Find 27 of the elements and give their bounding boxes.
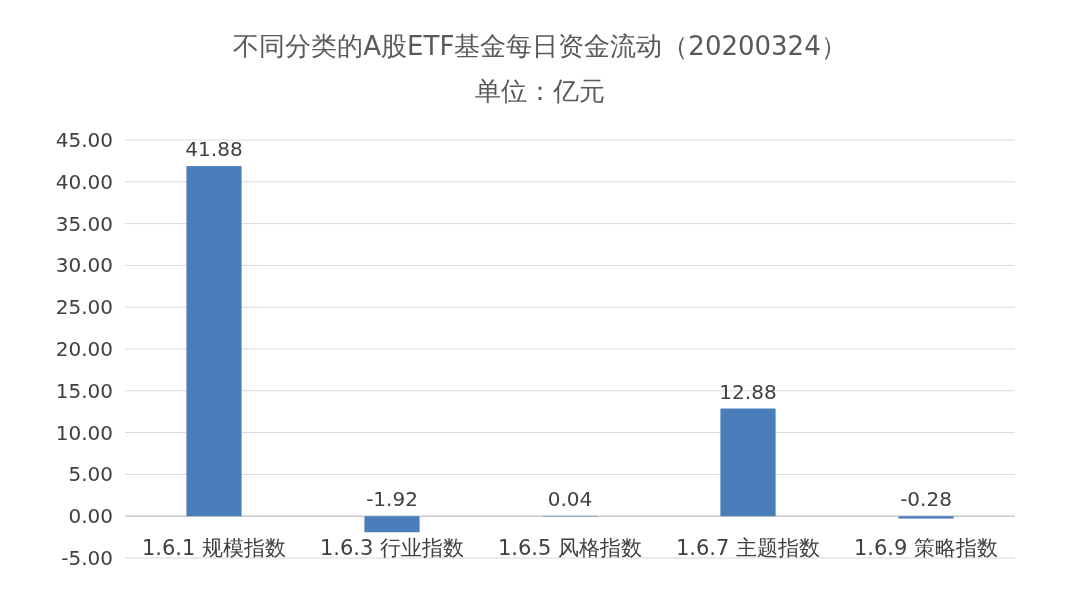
chart-subtitle: 单位：亿元 [475,76,605,106]
chart-title: 不同分类的A股ETF基金每日资金流动（20200324） [233,31,847,61]
y-tick-label: 10.00 [55,420,113,445]
bar [364,516,420,533]
bar [186,166,242,517]
y-tick-label: 45.00 [55,128,113,152]
y-tick-label: -5.00 [61,546,113,570]
y-tick-label: 5.00 [68,462,113,487]
y-tick-label: 20.00 [55,337,113,361]
x-tick-label: 1.6.1 规模指数 [141,536,287,560]
y-tick-label: 30.00 [55,253,113,278]
y-tick-label: 0.00 [68,504,113,529]
data-label: 0.04 [547,486,593,511]
x-tick-label: 1.6.3 行业指数 [319,536,465,560]
data-label: 12.88 [719,379,777,404]
y-tick-label: 25.00 [55,295,113,320]
x-tick-label: 1.6.7 主题指数 [675,536,821,560]
y-tick-label: 40.00 [55,169,113,194]
y-tick-label: 35.00 [55,211,113,236]
x-tick-label: 1.6.9 策略指数 [853,536,999,560]
data-label: 41.88 [185,137,243,162]
bar [898,516,954,519]
y-tick-label: 15.00 [55,378,113,403]
bar [720,408,776,517]
x-tick-label: 1.6.5 风格指数 [497,536,643,560]
data-label: -1.92 [366,487,418,512]
data-label: -0.28 [900,487,952,512]
